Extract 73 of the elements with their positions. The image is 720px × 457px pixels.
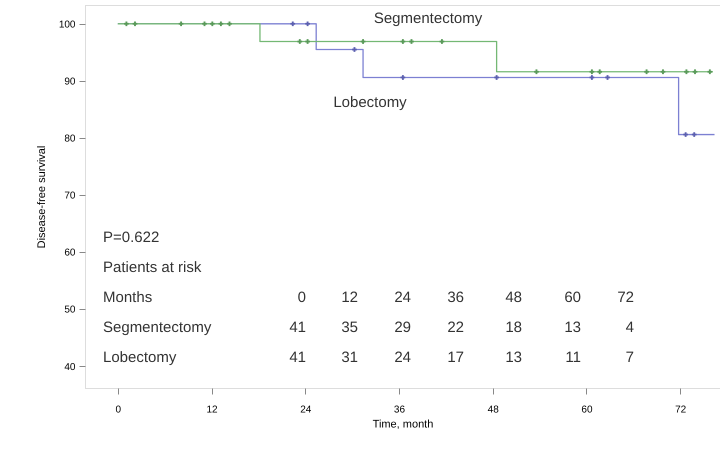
y-tick-label: 100 bbox=[58, 19, 76, 30]
point bbox=[660, 69, 666, 74]
annotation: 60 bbox=[564, 289, 581, 306]
point bbox=[202, 21, 207, 26]
point bbox=[605, 75, 610, 80]
y-tick-label: 50 bbox=[64, 304, 76, 316]
x-tick-label: 0 bbox=[116, 404, 122, 416]
point bbox=[708, 69, 712, 74]
point bbox=[644, 69, 649, 74]
point bbox=[692, 69, 698, 74]
point bbox=[227, 21, 232, 26]
annotation: Months bbox=[103, 289, 152, 306]
point bbox=[409, 39, 414, 44]
x-axis-title: Time, month bbox=[372, 418, 434, 430]
annotation: Patients at risk bbox=[103, 259, 202, 276]
point bbox=[305, 39, 310, 44]
x-tick-label: 36 bbox=[394, 404, 406, 416]
annotation: 11 bbox=[565, 349, 581, 366]
annotation: 72 bbox=[617, 289, 634, 306]
point bbox=[494, 75, 499, 80]
annotation: 0 bbox=[298, 289, 306, 306]
annotation: 7 bbox=[626, 349, 634, 366]
point bbox=[360, 39, 366, 44]
annotation: 24 bbox=[394, 289, 411, 306]
point bbox=[400, 75, 406, 80]
point bbox=[440, 39, 444, 44]
point bbox=[590, 75, 594, 80]
annotation: P=0.622 bbox=[103, 229, 160, 246]
annotation: 35 bbox=[341, 319, 358, 336]
annotation: Lobectomy bbox=[333, 94, 408, 111]
point bbox=[132, 21, 138, 26]
annotation: 13 bbox=[564, 319, 581, 336]
annotation: 41 bbox=[289, 349, 306, 366]
annotation: 48 bbox=[505, 289, 522, 306]
annotation: 29 bbox=[394, 319, 411, 336]
point bbox=[305, 21, 310, 26]
point bbox=[684, 69, 689, 74]
x-tick-label: 24 bbox=[300, 404, 312, 416]
annotation: 4 bbox=[626, 319, 634, 336]
y-tick-label: 90 bbox=[64, 76, 76, 88]
y-tick-label: 70 bbox=[64, 190, 76, 202]
annotation: Segmentectomy bbox=[103, 319, 212, 336]
x-tick-label: 60 bbox=[581, 404, 593, 416]
annotation: Segmentectomy bbox=[374, 10, 483, 27]
x-tick-label: 12 bbox=[206, 404, 218, 416]
point bbox=[590, 69, 594, 74]
x-tick-label: 72 bbox=[675, 404, 687, 416]
annotation: 13 bbox=[505, 349, 522, 366]
annotation: 18 bbox=[505, 319, 522, 336]
y-tick-label: 40 bbox=[64, 362, 76, 373]
point bbox=[290, 21, 296, 26]
annotation: 41 bbox=[289, 319, 306, 336]
annotation: 22 bbox=[447, 319, 464, 336]
point bbox=[534, 69, 539, 74]
annotation: 24 bbox=[394, 349, 411, 366]
point bbox=[124, 21, 129, 26]
annotation: Lobectomy bbox=[103, 349, 177, 366]
annotation: 17 bbox=[447, 349, 464, 366]
point bbox=[352, 47, 357, 52]
annotation: 31 bbox=[341, 349, 358, 366]
y-tick-label: 60 bbox=[64, 248, 76, 259]
x-tick-label: 48 bbox=[488, 404, 500, 416]
annotation: 12 bbox=[341, 289, 358, 306]
annotation: 36 bbox=[447, 289, 464, 306]
point bbox=[210, 21, 215, 26]
point bbox=[400, 39, 406, 44]
point bbox=[178, 21, 184, 26]
y-tick-label: 80 bbox=[64, 133, 76, 144]
point bbox=[218, 21, 224, 26]
point bbox=[692, 132, 697, 137]
point bbox=[297, 39, 302, 44]
point bbox=[683, 132, 688, 137]
y-axis-title: Disease-free survival bbox=[36, 146, 48, 248]
